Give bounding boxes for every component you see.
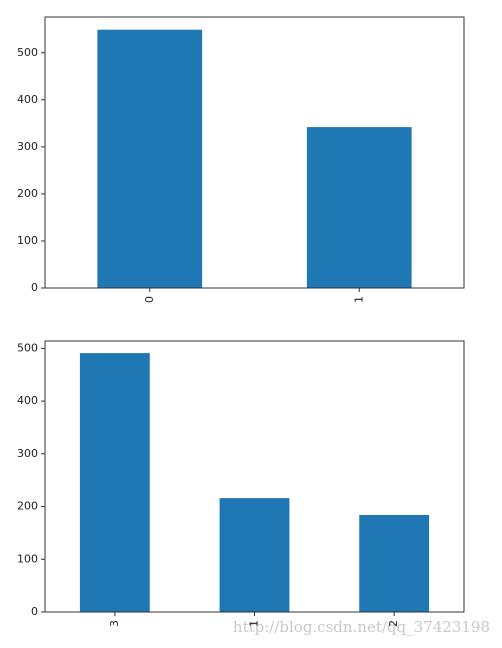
y-tick-label: 0 bbox=[31, 281, 38, 294]
x-tick-label: 1 bbox=[352, 296, 365, 303]
y-tick-label: 200 bbox=[17, 187, 38, 200]
y-tick-label: 300 bbox=[17, 447, 38, 460]
bar bbox=[79, 353, 150, 612]
x-tick-label: 3 bbox=[108, 620, 121, 627]
y-tick-label: 100 bbox=[17, 234, 38, 247]
y-tick-label: 300 bbox=[17, 140, 38, 153]
bar bbox=[97, 29, 203, 288]
axes-frame bbox=[44, 16, 465, 289]
x-tick-label: 1 bbox=[248, 620, 261, 627]
y-tick-label: 0 bbox=[31, 605, 38, 618]
axes-frame bbox=[44, 340, 465, 613]
x-tick-label: 2 bbox=[387, 620, 400, 627]
bar bbox=[359, 514, 430, 612]
x-tick-label: 0 bbox=[143, 296, 156, 303]
watermark: http://blog.csdn.net/qq_37423198 bbox=[233, 618, 490, 636]
y-tick-label: 500 bbox=[17, 46, 38, 59]
y-tick-label: 200 bbox=[17, 500, 38, 513]
y-tick-label: 100 bbox=[17, 552, 38, 565]
y-tick-label: 500 bbox=[17, 341, 38, 354]
y-tick-label: 400 bbox=[17, 93, 38, 106]
y-tick-label: 400 bbox=[17, 394, 38, 407]
bar bbox=[306, 127, 412, 288]
bar bbox=[219, 498, 290, 612]
